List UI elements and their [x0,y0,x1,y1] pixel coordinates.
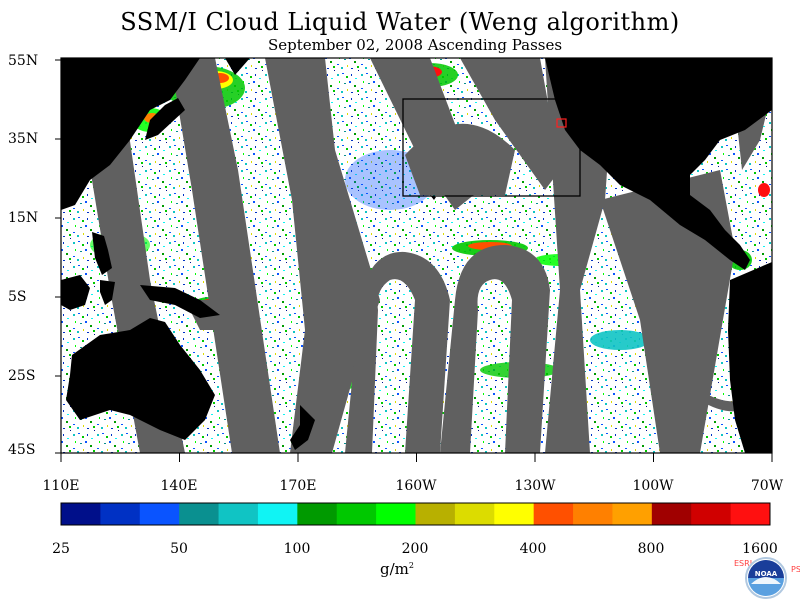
new-guinea [140,285,220,318]
region-box [402,98,581,197]
colorbar-cell [179,503,220,525]
colorbar-tick-label: 800 [637,541,665,557]
philippines [92,232,112,275]
colorbar-cell [100,503,141,525]
noaa-logo: NOAA [745,557,787,599]
colorbar-tick-label: 50 [170,541,188,557]
colorbar-cell [691,503,732,525]
new-zealand [290,405,315,450]
colorbar-cell [651,503,692,525]
north-america [545,58,772,270]
lon-label-70w: 70W [750,478,784,494]
lat-label-35n: 35N [8,131,39,147]
noaa-logo-text: NOAA [755,570,778,578]
map-subtitle: September 02, 2008 Ascending Passes [267,36,563,54]
colorbar-cell [573,503,613,525]
south-america [728,262,772,453]
land-masses [61,58,772,453]
lon-label-110e: 110E [42,478,80,494]
psd-text: PSD [791,565,800,574]
colorbar [61,503,771,525]
colorbar-cell [612,503,653,525]
lon-label-130w: 130W [514,478,556,494]
colorbar-tick-label: 400 [519,541,547,557]
lon-label-160w: 160W [395,478,437,494]
borneo [61,275,90,310]
colorbar-cell [454,503,495,525]
colorbar-cell [61,503,101,525]
lat-label-15n: 15N [8,210,39,226]
kamchatka [225,58,250,75]
lat-label-45s: 45S [8,442,36,458]
colorbar-cell [139,503,180,525]
colorbar-tick-label: 1600 [742,541,778,557]
colorbar-cell [297,503,338,525]
colorbar-unit: g/m2 [380,560,414,578]
lat-label-5s: 5S [8,289,27,305]
axis-ticks [55,59,773,462]
colorbar-tick-label: 100 [283,541,311,557]
colorbar-cell [218,503,259,525]
unit-superscript: 2 [408,561,414,570]
lat-label-55n: 55N [8,53,39,69]
colorbar-tick-label: 25 [52,541,70,557]
lon-label-100w: 100W [632,478,674,494]
japan [145,98,185,140]
colorbar-cell [415,503,456,525]
sulawesi [100,280,115,305]
marker-box [556,118,567,128]
colorbar-cell [376,503,416,525]
map-field [61,58,772,453]
lon-label-170e: 170E [279,478,317,494]
unit-text: g/m [380,560,409,578]
lat-label-25s: 25S [8,368,36,384]
colorbar-cell [494,503,535,525]
colorbar-cell [730,503,771,525]
colorbar-frame [60,502,771,526]
colorbar-cell [533,503,574,525]
colorbar-cell [336,503,377,525]
asia-mainland [61,58,200,210]
map-title: SSM/I Cloud Liquid Water (Weng algorithm… [120,8,680,36]
colorbar-tick-label: 200 [401,541,429,557]
lon-label-140e: 140E [160,478,198,494]
australia [66,318,215,440]
colorbar-cell [257,503,298,525]
